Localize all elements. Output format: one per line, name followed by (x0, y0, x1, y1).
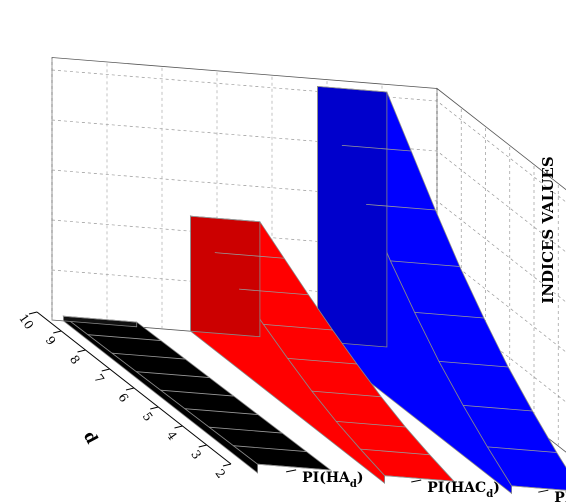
x-tick-label: 3 (188, 448, 204, 462)
series-group (64, 86, 566, 493)
grid-line-y (52, 120, 566, 303)
x-tick-label: 5 (140, 410, 156, 424)
y-axis-title: INDICES VALUES (539, 156, 557, 303)
series-end-cap (191, 216, 260, 337)
x-tick-label: 7 (91, 372, 107, 386)
series-label-text: PI(HAd) (302, 470, 363, 490)
x-tick-label: 10 (16, 311, 36, 332)
series-label-0: PI(HAd) (286, 470, 363, 490)
series-label-text: PI(HACd) (427, 480, 500, 500)
series-label-2: PI(HAPd) (538, 490, 566, 503)
series-label-1: PI(HACd) (411, 480, 500, 500)
grid-line-y (52, 70, 566, 253)
series-label-text: PI(HAPd) (554, 490, 566, 503)
series-end-cap (318, 86, 387, 347)
series-label-tick (286, 470, 296, 472)
x-tick-label: 6 (115, 391, 131, 405)
x-tick-label: 4 (164, 429, 180, 444)
x-tick-label: 2 (212, 467, 228, 481)
x-tick-label: 8 (67, 353, 83, 367)
x-tick-label: 9 (43, 334, 59, 348)
x-axis-title: d (80, 428, 102, 447)
series-label-tick (411, 480, 421, 482)
series-label-tick (538, 490, 548, 492)
